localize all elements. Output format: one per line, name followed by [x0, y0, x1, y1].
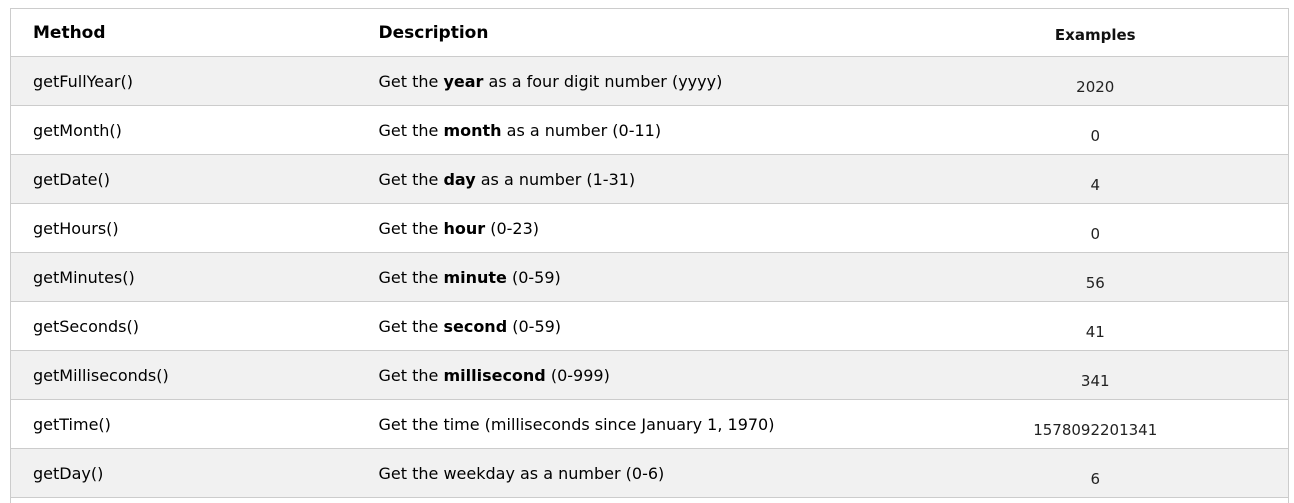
example-value: 41 [1085, 323, 1105, 341]
method-cell [10, 497, 379, 503]
method-cell: getMinutes() [10, 252, 379, 302]
description-cell: Get the hour (0-23) [378, 203, 903, 253]
description-keyword: second [443, 316, 508, 336]
method-name: getTime() [33, 414, 111, 434]
table-row-partial [10, 497, 1289, 503]
description-cell: Get the millisecond (0-999) [378, 350, 903, 400]
description-cell: Get the weekday as a number (0-6) [378, 448, 903, 498]
example-cell: 6 [902, 448, 1289, 498]
table-row-getfullyear: getFullYear() Get the year as a four dig… [10, 56, 1289, 106]
example-cell: 4 [902, 154, 1289, 204]
method-cell: getDay() [10, 448, 379, 498]
method-name: getMonth() [33, 120, 122, 140]
method-name: getMinutes() [33, 267, 135, 287]
description-keyword: hour [443, 218, 486, 238]
table-row-getday: getDay() Get the weekday as a number (0-… [10, 448, 1289, 498]
method-cell: getMonth() [10, 105, 379, 155]
example-cell: 0 [902, 203, 1289, 253]
table-row-getmonth: getMonth() Get the month as a number (0-… [10, 105, 1289, 155]
method-name: getDay() [33, 463, 104, 483]
column-header-examples: Examples [902, 8, 1289, 57]
method-cell: getTime() [10, 399, 379, 449]
description-keyword: millisecond [443, 365, 546, 385]
description-cell: Get the minute (0-59) [378, 252, 903, 302]
example-value: 1578092201341 [1033, 421, 1158, 439]
example-cell: 41 [902, 301, 1289, 351]
description-keyword: day [443, 169, 476, 189]
method-name: getHours() [33, 218, 119, 238]
method-name: getDate() [33, 169, 110, 189]
table-row-gethours: getHours() Get the hour (0-23) 0 [10, 203, 1289, 253]
example-value: 4 [1090, 176, 1101, 194]
method-cell: getFullYear() [10, 56, 379, 106]
description-cell: Get the day as a number (1-31) [378, 154, 903, 204]
example-cell: 56 [902, 252, 1289, 302]
description-keyword: month [443, 120, 502, 140]
table-row-gettime: getTime() Get the time (milliseconds sin… [10, 399, 1289, 449]
date-methods-table: Method Description Examples getFullYear(… [10, 8, 1289, 503]
description-cell: Get the month as a number (0-11) [378, 105, 903, 155]
example-value: 0 [1090, 225, 1101, 243]
method-cell: getSeconds() [10, 301, 379, 351]
example-cell: 2020 [902, 56, 1289, 106]
example-value: 2020 [1076, 78, 1115, 96]
description-keyword: minute [443, 267, 507, 287]
description-cell [378, 497, 903, 503]
example-value: 56 [1085, 274, 1105, 292]
column-header-description: Description [378, 8, 903, 57]
table-row-getseconds: getSeconds() Get the second (0-59) 41 [10, 301, 1289, 351]
table-row-getminutes: getMinutes() Get the minute (0-59) 56 [10, 252, 1289, 302]
description-cell: Get the second (0-59) [378, 301, 903, 351]
table-row-getmilliseconds: getMilliseconds() Get the millisecond (0… [10, 350, 1289, 400]
example-cell: 341 [902, 350, 1289, 400]
example-value: 0 [1090, 127, 1101, 145]
example-cell: 0 [902, 105, 1289, 155]
example-cell: 1578092201341 [902, 399, 1289, 449]
method-cell: getMilliseconds() [10, 350, 379, 400]
method-cell: getHours() [10, 203, 379, 253]
method-name: getSeconds() [33, 316, 139, 336]
method-cell: getDate() [10, 154, 379, 204]
description-cell: Get the year as a four digit number (yyy… [378, 56, 903, 106]
method-name: getMilliseconds() [33, 365, 169, 385]
table-header-row: Method Description Examples [10, 8, 1289, 57]
column-header-method: Method [10, 8, 379, 57]
example-value: 6 [1090, 470, 1101, 488]
example-value: 341 [1080, 372, 1110, 390]
description-cell: Get the time (milliseconds since January… [378, 399, 903, 449]
description-keyword: year [443, 71, 484, 91]
table-row-getdate: getDate() Get the day as a number (1-31)… [10, 154, 1289, 204]
method-name: getFullYear() [33, 71, 133, 91]
example-cell [902, 497, 1289, 503]
